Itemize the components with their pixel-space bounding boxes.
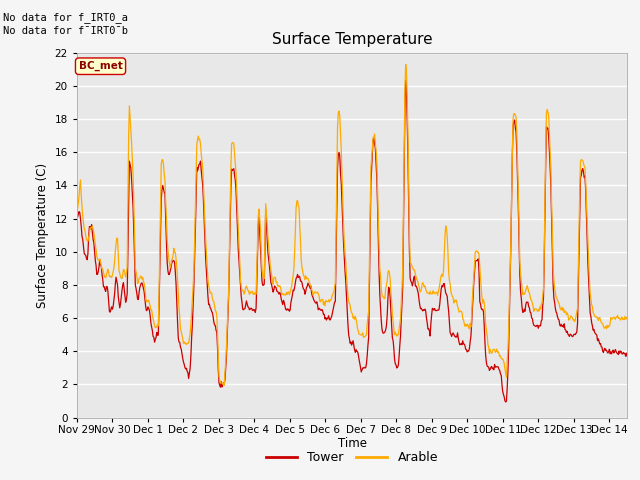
Y-axis label: Surface Temperature (C): Surface Temperature (C) bbox=[36, 163, 49, 308]
X-axis label: Time: Time bbox=[337, 437, 367, 450]
Text: No data for f¯IRT0¯b: No data for f¯IRT0¯b bbox=[3, 26, 128, 36]
Legend: Tower, Arable: Tower, Arable bbox=[261, 446, 443, 469]
Text: No data for f_IRT0_a: No data for f_IRT0_a bbox=[3, 12, 128, 23]
Text: BC_met: BC_met bbox=[79, 61, 122, 72]
Title: Surface Temperature: Surface Temperature bbox=[272, 33, 432, 48]
